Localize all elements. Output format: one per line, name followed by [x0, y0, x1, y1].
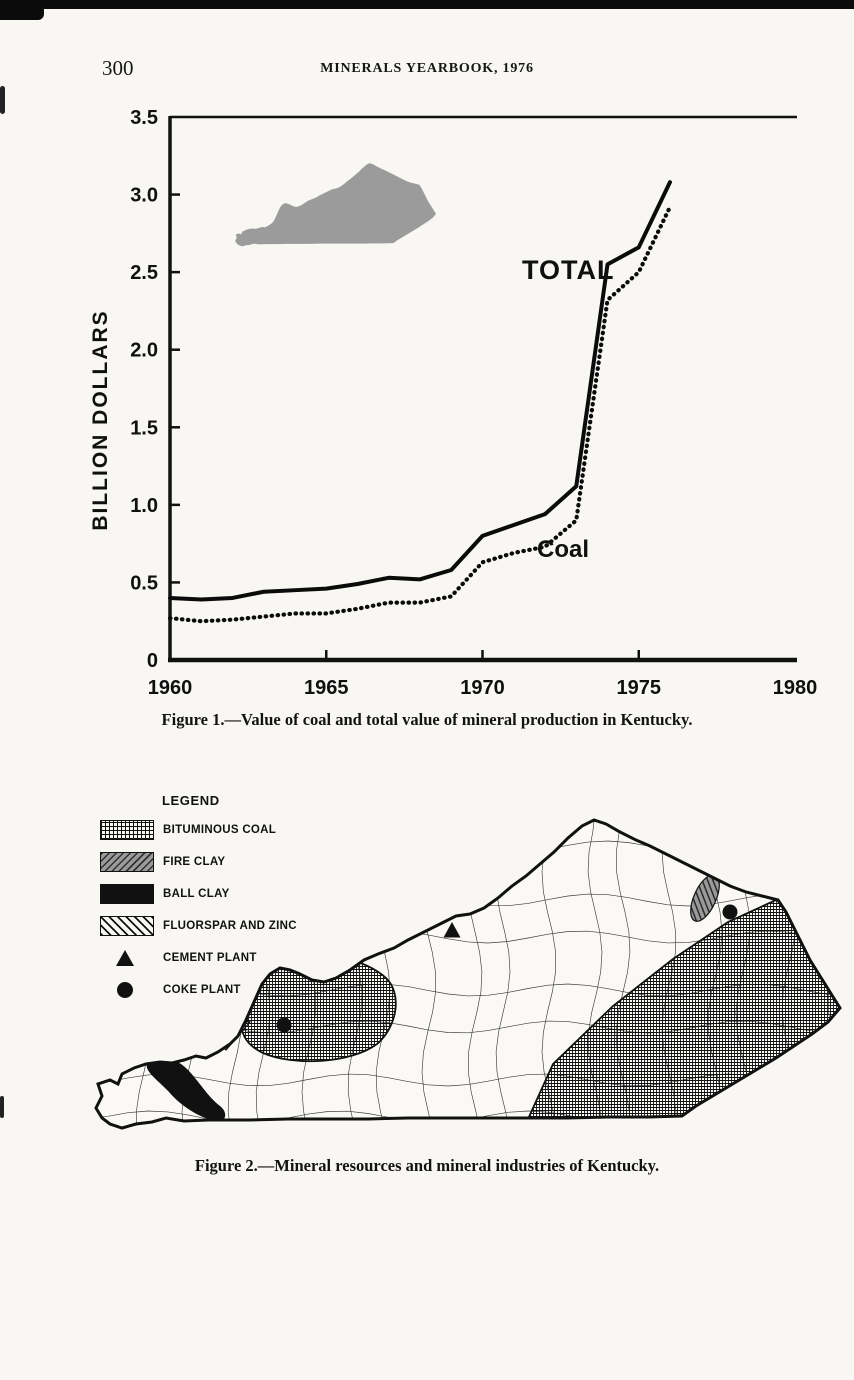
y-axis-title: BILLION DOLLARS: [89, 309, 112, 530]
legend-label: FLUORSPAR AND ZINC: [163, 920, 297, 932]
legend-item: BALL CLAY: [100, 884, 340, 904]
gray-hatch-swatch: [100, 852, 154, 872]
figure2-caption: Figure 2.—Mineral resources and mineral …: [194, 1156, 660, 1175]
y-tick-label: 0: [147, 650, 158, 672]
kentucky-mineral-map: [94, 818, 842, 1130]
map-legend: LEGEND BITUMINOUS COAL FIRE CLAY BALL CLAY…: [100, 793, 340, 1012]
legend-item: FIRE CLAY: [100, 852, 340, 872]
running-header-title: MINERALS YEARBOOK, 1976: [320, 61, 534, 76]
solid-black-swatch: [100, 884, 154, 904]
series-line-coal: [167, 204, 673, 624]
legend-title: LEGEND: [162, 793, 220, 808]
ball-clay-region: [146, 1057, 226, 1122]
cement-plant-marker: [443, 922, 461, 938]
legend-item: COKE PLANT: [100, 980, 340, 1000]
legend-label: FIRE CLAY: [163, 856, 226, 868]
y-tick-label: 1.0: [130, 495, 158, 517]
legend-item: FLUORSPAR AND ZINC: [100, 916, 340, 936]
scan-artifact-corner: [0, 0, 44, 20]
series-line-total: [168, 180, 672, 602]
y-tick-label: 0.5: [130, 572, 158, 594]
coke-plant-marker-west: [276, 1017, 292, 1033]
y-tick-label: 2.5: [130, 262, 158, 284]
line-chart-figure-1: 0 0.5 1.0 1.5 2.0 2.5 3.0 3.5 1960 1965 1970 1975 19…: [89, 107, 818, 699]
scan-artifact-left-mark: [0, 86, 5, 114]
coke-plant-marker-east: [722, 904, 738, 920]
series-label-coal: Coal: [537, 536, 589, 563]
y-tick-label: 3.5: [130, 107, 158, 129]
y-tick-label: 1.5: [130, 417, 158, 439]
series-label-total: TOTAL: [522, 255, 615, 285]
diagonal-lines-swatch: [100, 916, 154, 936]
circle-swatch: [100, 980, 154, 1000]
legend-item: CEMENT PLANT: [100, 948, 340, 968]
county-line: [827, 820, 840, 1128]
legend-label: BALL CLAY: [163, 888, 230, 900]
legend-label: CEMENT PLANT: [163, 952, 257, 964]
page-number: 300: [102, 56, 134, 80]
kentucky-silhouette-icon: [235, 163, 437, 247]
legend-label: BITUMINOUS COAL: [163, 824, 277, 836]
scan-artifact-left-mark: [0, 1096, 4, 1118]
triangle-swatch: [100, 948, 154, 968]
legend-label: COKE PLANT: [163, 984, 241, 996]
x-tick-label: 1980: [773, 677, 818, 699]
legend-item: BITUMINOUS COAL: [100, 820, 340, 840]
x-tick-label: 1960: [148, 677, 193, 699]
crosshatch-swatch: [100, 820, 154, 840]
x-tick-label: 1970: [460, 677, 505, 699]
y-tick-label: 3.0: [130, 185, 158, 207]
x-tick-label: 1965: [304, 677, 349, 699]
y-tick-label: 2.0: [130, 340, 158, 362]
x-tick-label: 1975: [617, 677, 662, 699]
scan-artifact-top-bar: [0, 0, 854, 9]
figure1-caption: Figure 1.—Value of coal and total value …: [161, 710, 693, 729]
